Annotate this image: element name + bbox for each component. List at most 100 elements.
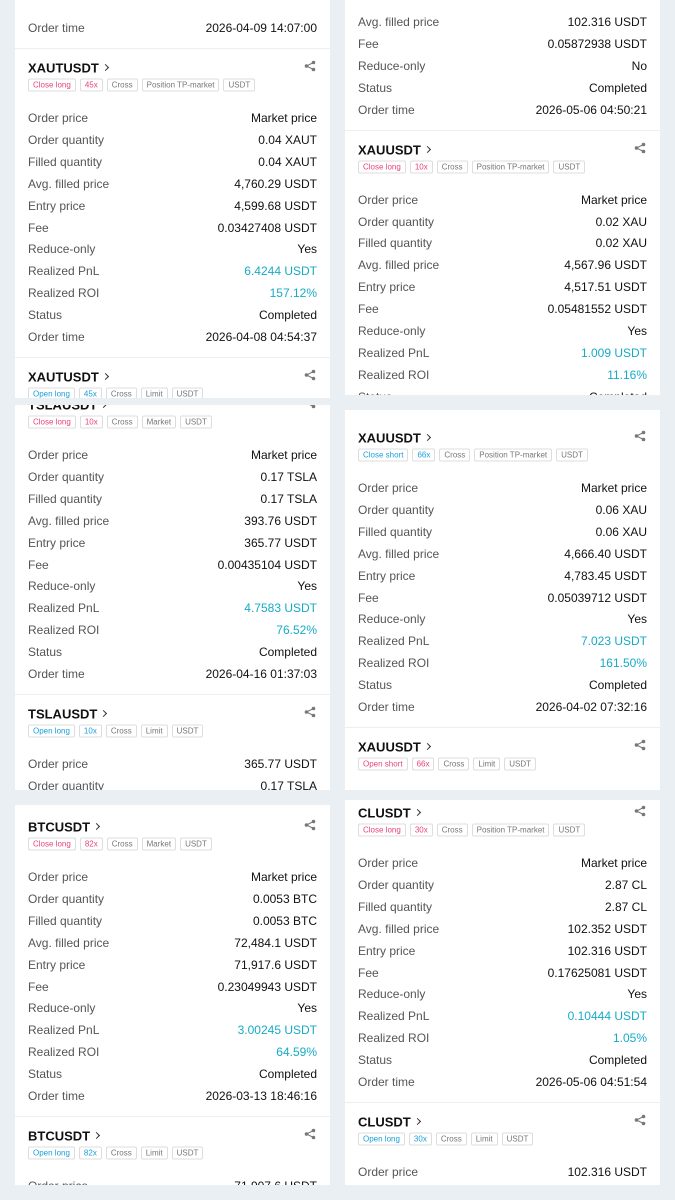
field-value: Yes (297, 579, 317, 594)
tag: Close long (358, 823, 406, 837)
field-label: Realized ROI (358, 656, 430, 671)
share-icon[interactable] (634, 738, 646, 756)
field-label: Avg. filled price (28, 935, 110, 950)
symbol[interactable]: CLUSDT (358, 805, 411, 821)
field-label: Order time (28, 21, 85, 35)
share-icon[interactable] (304, 405, 316, 414)
tag: USDT (553, 823, 586, 837)
field-label: Reduce-only (28, 1001, 96, 1016)
tag-row: Open long 82x Cross Limit USDT (28, 1146, 204, 1160)
field-value: 0.05481552 USDT (547, 302, 647, 317)
symbol[interactable]: BTCUSDT (28, 1128, 91, 1144)
tag-row: Close long 45x Cross Position TP-market USDT (28, 78, 256, 92)
symbol[interactable]: XAUUSDT (358, 142, 421, 158)
field-label: Order quantity (28, 891, 105, 906)
field-label: Status (28, 645, 63, 660)
share-icon[interactable] (634, 804, 646, 822)
symbol[interactable]: XAUUSDT (358, 739, 421, 755)
field-label: Status (358, 678, 393, 693)
field-label: Order price (28, 1179, 88, 1185)
tag: Cross (105, 1146, 137, 1160)
field-label: Reduce-only (358, 987, 426, 1002)
symbol[interactable]: BTCUSDT (28, 819, 91, 835)
field-value: 0.17 TSLA (260, 469, 317, 484)
symbol[interactable]: TSLAUSDT (28, 405, 98, 413)
tag-row: Close long 82x Cross Market USDT (28, 837, 212, 851)
field-value: 11.16% (607, 367, 647, 382)
share-icon[interactable] (634, 429, 646, 447)
field-value: 0.17625081 USDT (547, 965, 647, 980)
field-value: 0.06 XAU (595, 524, 647, 539)
field-label: Avg. filled price (358, 258, 440, 273)
tag: Cross (436, 823, 468, 837)
field-label: Fee (358, 965, 379, 980)
field-value: 2026-03-13 18:46:16 (205, 1089, 317, 1103)
field-value: Completed (588, 678, 647, 693)
field-label: Fee (28, 557, 49, 572)
tag-row: Open short 66x Cross Limit USDT (358, 757, 537, 771)
chevron-icon (413, 1117, 422, 1126)
field-label: Fee (358, 590, 379, 605)
field-value: Yes (297, 242, 317, 257)
chevron-icon (92, 1131, 101, 1140)
tag: Limit (140, 724, 168, 738)
share-icon[interactable] (304, 705, 316, 723)
field-label: Reduce-only (358, 612, 426, 627)
field-value: 4,666.40 USDT (564, 546, 647, 561)
field-label: Reduce-only (28, 242, 96, 257)
field-label: Order time (28, 1089, 85, 1103)
field-label: Order quantity (28, 132, 105, 147)
field-value: Completed (588, 80, 647, 95)
field-label: Realized PnL (28, 264, 100, 279)
field-label: Filled quantity (358, 899, 433, 914)
field-label: Realized ROI (28, 1045, 100, 1060)
field-label: Avg. filled price (358, 15, 440, 29)
tag: Position TP-market (474, 448, 553, 462)
field-value: 0.23049943 USDT (217, 979, 317, 994)
screenshot-panel: Order time 2026-04-09 14:07:00 XAUTUSDT Clo… (15, 0, 330, 398)
chevron-icon (92, 822, 101, 831)
field-value: 4,517.51 USDT (564, 280, 647, 295)
symbol[interactable]: XAUTUSDT (28, 369, 99, 385)
share-icon[interactable] (304, 818, 316, 836)
symbol[interactable]: XAUUSDT (358, 430, 421, 446)
field-value: Market price (250, 111, 317, 125)
field-value: 0.17 TSLA (260, 778, 317, 790)
divider (15, 357, 330, 358)
field-value: Yes (627, 324, 647, 338)
tag: Market (141, 837, 177, 851)
share-icon[interactable] (304, 1127, 316, 1145)
field-value: 161.50% (599, 656, 647, 671)
field-label: Filled quantity (358, 236, 433, 251)
field-label: Filled quantity (28, 154, 103, 169)
field-label: Fee (28, 220, 49, 235)
tag-row: Close long 10x Cross Market USDT (28, 415, 212, 429)
field-label: Realized ROI (28, 286, 100, 301)
share-icon[interactable] (304, 368, 316, 386)
field-value: Yes (297, 1001, 317, 1016)
tag: Position TP-market (471, 160, 550, 174)
field-label: Entry price (358, 280, 416, 295)
field-value: 0.04 XAUT (258, 132, 317, 147)
field-value: 0.04 XAUT (258, 154, 317, 169)
share-icon[interactable] (634, 1113, 646, 1131)
share-icon[interactable] (304, 59, 316, 77)
field-label: Order price (358, 192, 419, 207)
field-value: Yes (627, 612, 647, 627)
symbol[interactable]: TSLAUSDT (28, 706, 98, 722)
field-label: Order price (28, 448, 89, 462)
field-label: Realized PnL (28, 1023, 100, 1038)
field-value: 4.7583 USDT (244, 601, 317, 616)
field-value: 71,907.6 USDT (234, 1179, 317, 1185)
symbol[interactable]: XAUTUSDT (28, 60, 99, 76)
field-label: Entry price (358, 568, 416, 583)
tag: USDT (556, 448, 588, 462)
field-value: Completed (258, 645, 317, 660)
share-icon[interactable] (634, 141, 646, 159)
field-value: 102.316 USDT (567, 943, 647, 958)
tag: Market (141, 415, 177, 429)
field-label: Reduce-only (28, 579, 96, 594)
divider (15, 1116, 330, 1117)
tag: USDT (180, 837, 212, 851)
symbol[interactable]: CLUSDT (358, 1114, 411, 1130)
